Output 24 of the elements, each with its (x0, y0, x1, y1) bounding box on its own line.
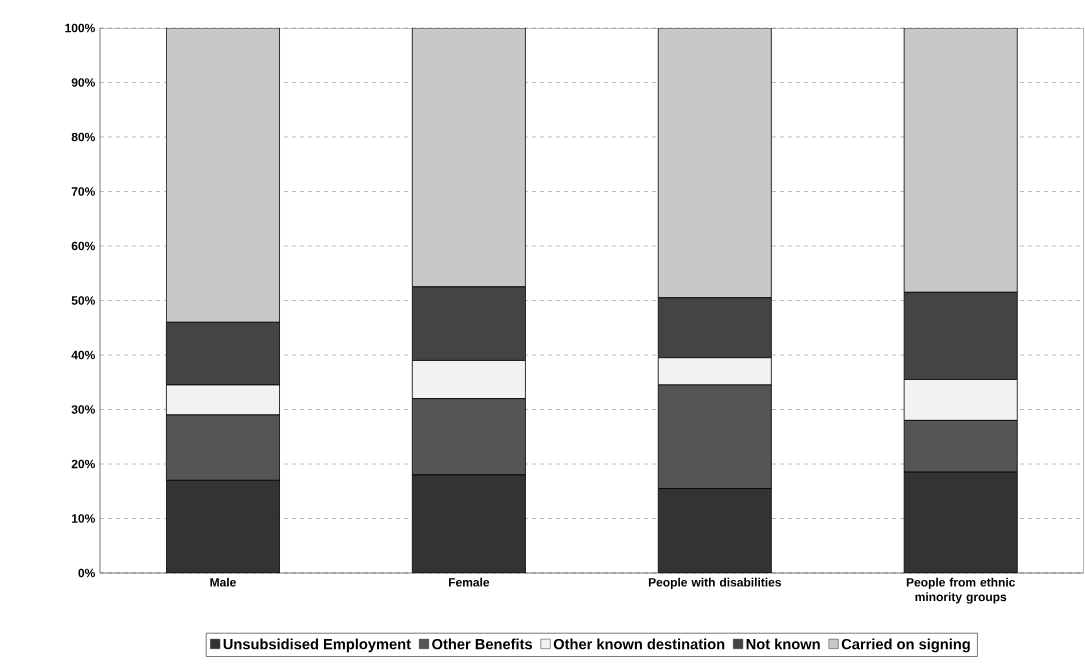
bar (166, 28, 280, 323)
y-tick-label: 80% (71, 132, 95, 142)
y-tick-label: 30% (71, 405, 95, 414)
x-tick-label: Female (448, 577, 490, 587)
y-tick-label: 50% (71, 296, 95, 305)
legend-label: Other Benefits (432, 638, 533, 650)
bar (411, 28, 526, 288)
legend-label: Other known destination (553, 638, 725, 650)
x-tick-label: People from ethnic minority groups (906, 577, 1016, 604)
y-tick-label: 0% (78, 568, 95, 578)
x-tick-label: People with disabilities (648, 577, 781, 589)
y-tick-label: 10% (72, 514, 95, 523)
y-tick-label: 20% (71, 459, 95, 469)
y-tick-label: 70% (71, 187, 95, 196)
y-tick-label: 90% (71, 78, 95, 87)
x-tick-label: Male (210, 577, 236, 587)
y-tick-label: 40% (71, 350, 95, 360)
legend-label: Unsubsidised Employment (223, 638, 411, 653)
legend-label: Carried on signing (841, 638, 970, 653)
legend-label: Not known (746, 638, 820, 650)
y-tick-label: 100% (65, 23, 95, 33)
bar (903, 28, 1018, 293)
y-tick-label: 60% (71, 241, 95, 251)
bar (657, 28, 772, 299)
